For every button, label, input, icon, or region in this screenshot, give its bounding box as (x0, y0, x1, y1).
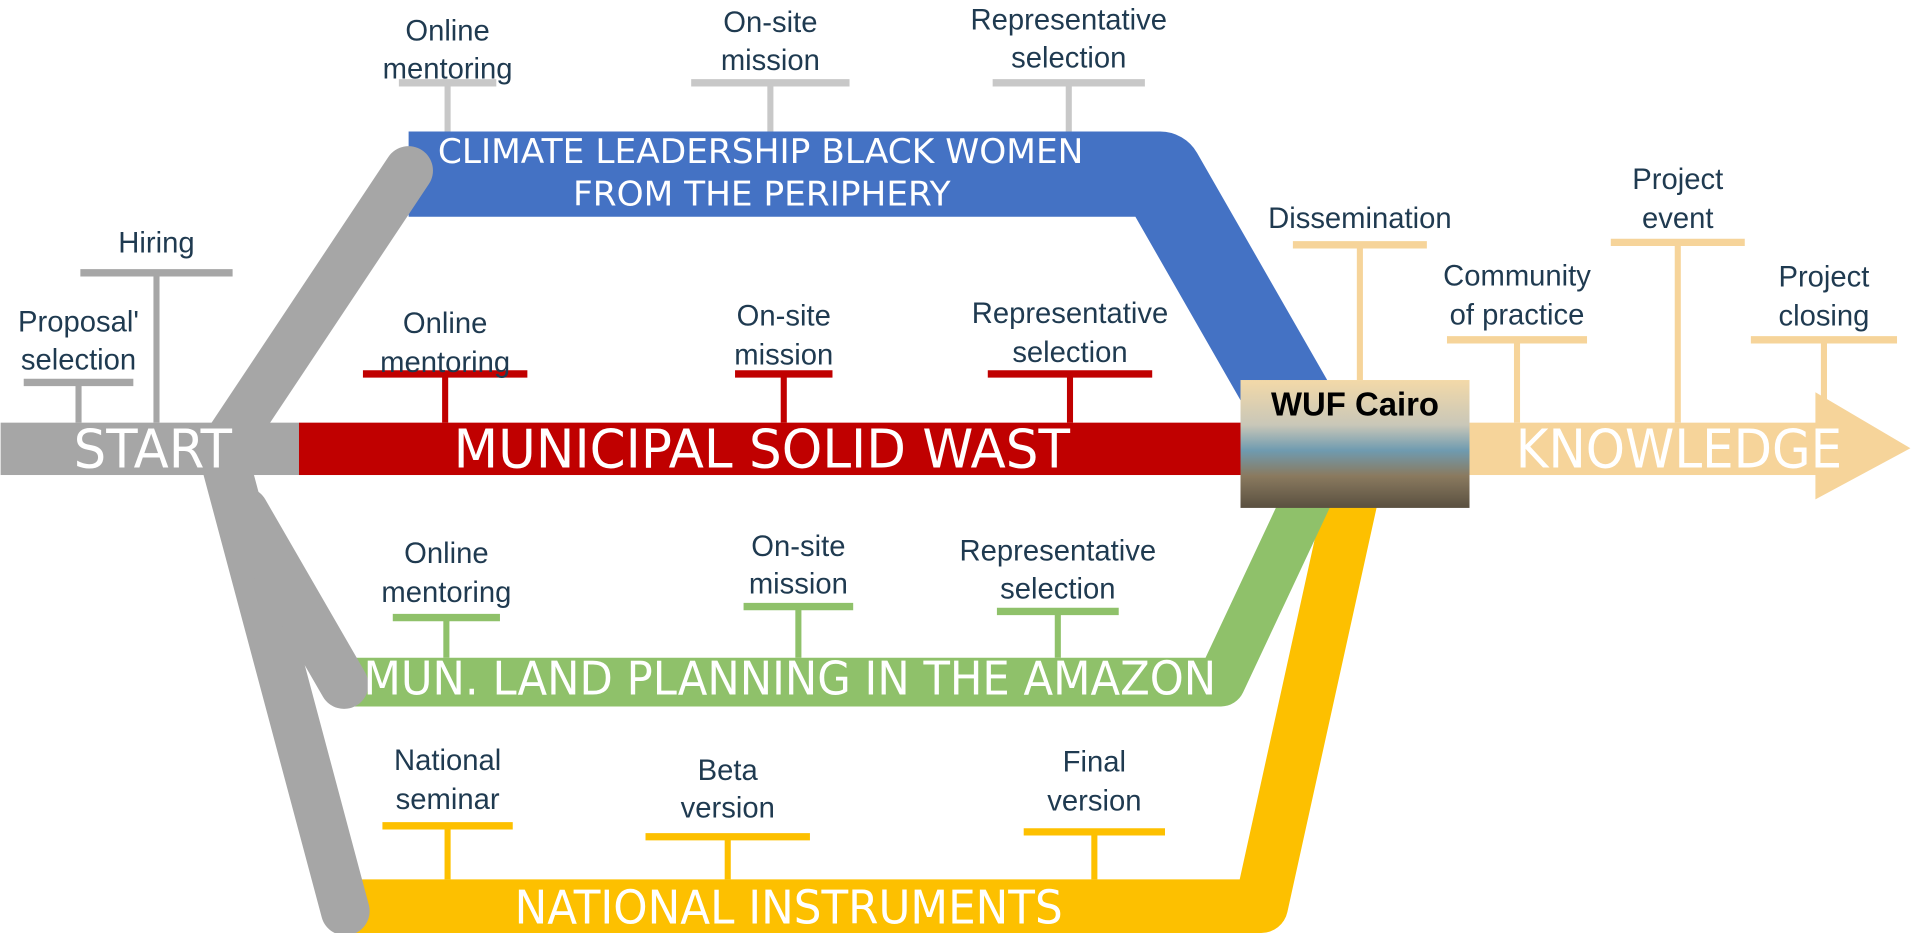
milestone-label: Final (1063, 746, 1126, 778)
milestone-label: Beta (698, 755, 759, 787)
page: { "start": { "label": "START", "mileston… (0, 0, 1911, 933)
milestone-label: seminar (396, 784, 500, 816)
milestone-label: National (394, 745, 501, 777)
track-title: CLIMATE LEADERSHIP BLACK WOMEN (438, 132, 1084, 172)
milestone-label: selection (1011, 42, 1126, 74)
milestone-label: mentoring (381, 577, 511, 609)
milestone-label: On-site (737, 301, 831, 333)
milestone-label: mission (749, 569, 848, 601)
milestone-label: Hiring (118, 228, 194, 260)
milestone-label: selection (1000, 573, 1115, 605)
milestone-label: of practice (1450, 299, 1585, 331)
milestone-label: On-site (723, 7, 817, 39)
end-label: KNOWLEDGE (1516, 418, 1842, 481)
milestone-label: Proposal' (18, 307, 139, 339)
track-title: NATIONAL INSTRUMENTS (515, 881, 1063, 933)
milestone-label: selection (1012, 337, 1127, 369)
milestone-label: mission (734, 340, 833, 372)
milestone-label: mission (721, 45, 820, 77)
milestone-label: Online (405, 16, 489, 48)
milestone-label: closing (1778, 301, 1869, 333)
milestone-label: mentoring (383, 53, 513, 85)
milestone-label: On-site (751, 531, 845, 563)
milestone-label: Community (1443, 260, 1591, 292)
track-title: MUN. LAND PLANNING IN THE AMAZON (364, 652, 1217, 706)
roadmap-diagram: WUF Cairo Online mentoring On-site mission R… (0, 0, 1911, 933)
milestone-label: Project (1778, 262, 1869, 294)
milestone-label: mentoring (380, 347, 510, 379)
milestone-label: version (1047, 785, 1141, 817)
track-title: FROM THE PERIPHERY (573, 175, 951, 215)
track-title: MUNICIPAL SOLID WAST (454, 418, 1071, 481)
start-label: START (74, 418, 233, 481)
milestone-label: Online (404, 538, 488, 570)
milestone-label: Project (1632, 164, 1723, 196)
milestone-label: version (681, 793, 775, 825)
milestone-label: event (1642, 203, 1713, 235)
milestone-label: Dissemination (1268, 203, 1452, 235)
hub-label: WUF Cairo (1271, 386, 1439, 423)
milestone-label: selection (21, 344, 136, 376)
milestone-label: Representative (972, 298, 1169, 330)
milestone-label: Online (403, 308, 487, 340)
milestone-label: Representative (971, 5, 1168, 37)
milestone-label: Representative (960, 536, 1157, 568)
